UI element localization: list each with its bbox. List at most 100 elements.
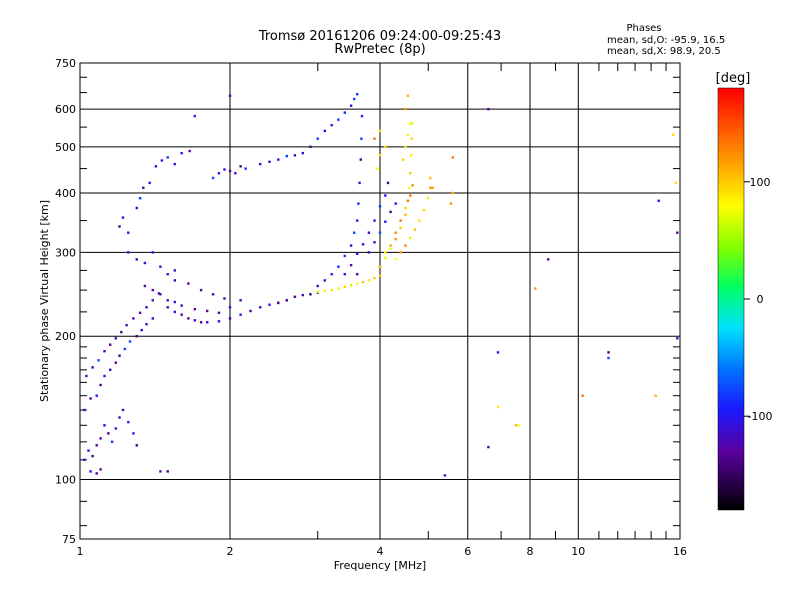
data-point [239, 165, 242, 168]
data-point [384, 251, 387, 254]
data-point [127, 231, 130, 234]
data-point [128, 340, 132, 343]
data-point [293, 295, 297, 298]
data-point [228, 169, 232, 173]
data-point [123, 347, 126, 351]
data-point [431, 186, 434, 189]
data-point [83, 408, 86, 412]
data-point [217, 320, 221, 323]
data-point [97, 359, 100, 362]
data-point [95, 444, 98, 447]
data-point [356, 252, 359, 255]
data-point [378, 265, 382, 268]
colorbar-tick-label: -100 [748, 410, 773, 423]
data-point [418, 219, 421, 222]
data-point [384, 145, 387, 148]
data-point [187, 317, 190, 320]
x-tick-label: 16 [673, 545, 687, 558]
data-point [676, 337, 679, 340]
data-point [151, 299, 154, 302]
data-point [409, 236, 412, 239]
phase-mean-o: mean, sd,O: -95.9, 16.5 [607, 35, 725, 46]
data-point [367, 251, 371, 254]
data-point [378, 231, 382, 234]
data-point [89, 470, 92, 473]
chart-title: Tromsø 20161206 09:24:00-09:25:43 [258, 29, 501, 44]
data-point [408, 186, 411, 189]
data-point [389, 244, 392, 247]
data-point [127, 251, 130, 254]
data-point [99, 437, 102, 440]
y-tick-label: 400 [55, 187, 76, 200]
data-point [199, 321, 203, 324]
data-point [91, 366, 94, 369]
data-point [239, 299, 242, 302]
data-point [143, 261, 147, 265]
data-point [373, 276, 376, 280]
data-point [517, 424, 521, 427]
data-point [394, 237, 397, 241]
data-point [145, 306, 148, 309]
data-point [353, 97, 356, 101]
y-tick-label: 600 [55, 103, 76, 116]
data-point [87, 449, 90, 452]
data-point [409, 172, 412, 175]
data-point [367, 231, 371, 234]
data-point [404, 145, 407, 148]
colorbar-tick-label: 0 [757, 293, 764, 306]
data-point [343, 285, 346, 288]
data-point [109, 368, 112, 371]
data-point [142, 186, 145, 189]
data-point [148, 181, 151, 185]
data-point [103, 350, 106, 353]
data-point [217, 172, 221, 175]
data-point [173, 279, 176, 282]
data-point [487, 107, 490, 111]
data-point [399, 226, 402, 229]
data-point [309, 145, 312, 148]
data-point [316, 284, 319, 288]
data-point [125, 324, 128, 327]
data-point [514, 424, 518, 427]
data-point [118, 416, 121, 419]
x-tick-label: 4 [377, 545, 384, 558]
data-point [399, 219, 402, 222]
data-point [422, 209, 426, 212]
data-point [323, 279, 326, 282]
data-point [138, 311, 142, 314]
data-point [259, 306, 262, 309]
data-point [316, 137, 319, 140]
y-axis-label: Stationary phase Virtual Height [km] [38, 200, 51, 402]
data-point [127, 420, 130, 424]
data-point [114, 361, 117, 364]
data-point [356, 219, 359, 222]
data-point [159, 470, 162, 473]
data-point [443, 474, 447, 477]
data-point [91, 454, 94, 458]
data-point [406, 133, 410, 136]
data-point [349, 264, 353, 267]
data-point [259, 162, 262, 166]
data-point [301, 293, 304, 297]
data-point [249, 309, 252, 313]
data-point [206, 321, 209, 324]
data-point [173, 269, 176, 272]
y-tick-label: 300 [55, 246, 76, 259]
data-point [404, 107, 407, 111]
data-point [99, 468, 102, 471]
data-point [151, 251, 154, 254]
data-point [427, 197, 430, 200]
data-point [293, 154, 297, 157]
data-point [193, 308, 196, 311]
data-point [114, 427, 117, 430]
data-point [143, 284, 147, 288]
data-point [411, 184, 414, 187]
data-point [166, 470, 169, 473]
data-point [337, 265, 340, 268]
data-point [135, 258, 138, 261]
colorbar [717, 87, 745, 511]
data-point [114, 337, 117, 340]
data-point [95, 472, 98, 475]
data-point [404, 244, 407, 247]
data-point [451, 156, 454, 159]
